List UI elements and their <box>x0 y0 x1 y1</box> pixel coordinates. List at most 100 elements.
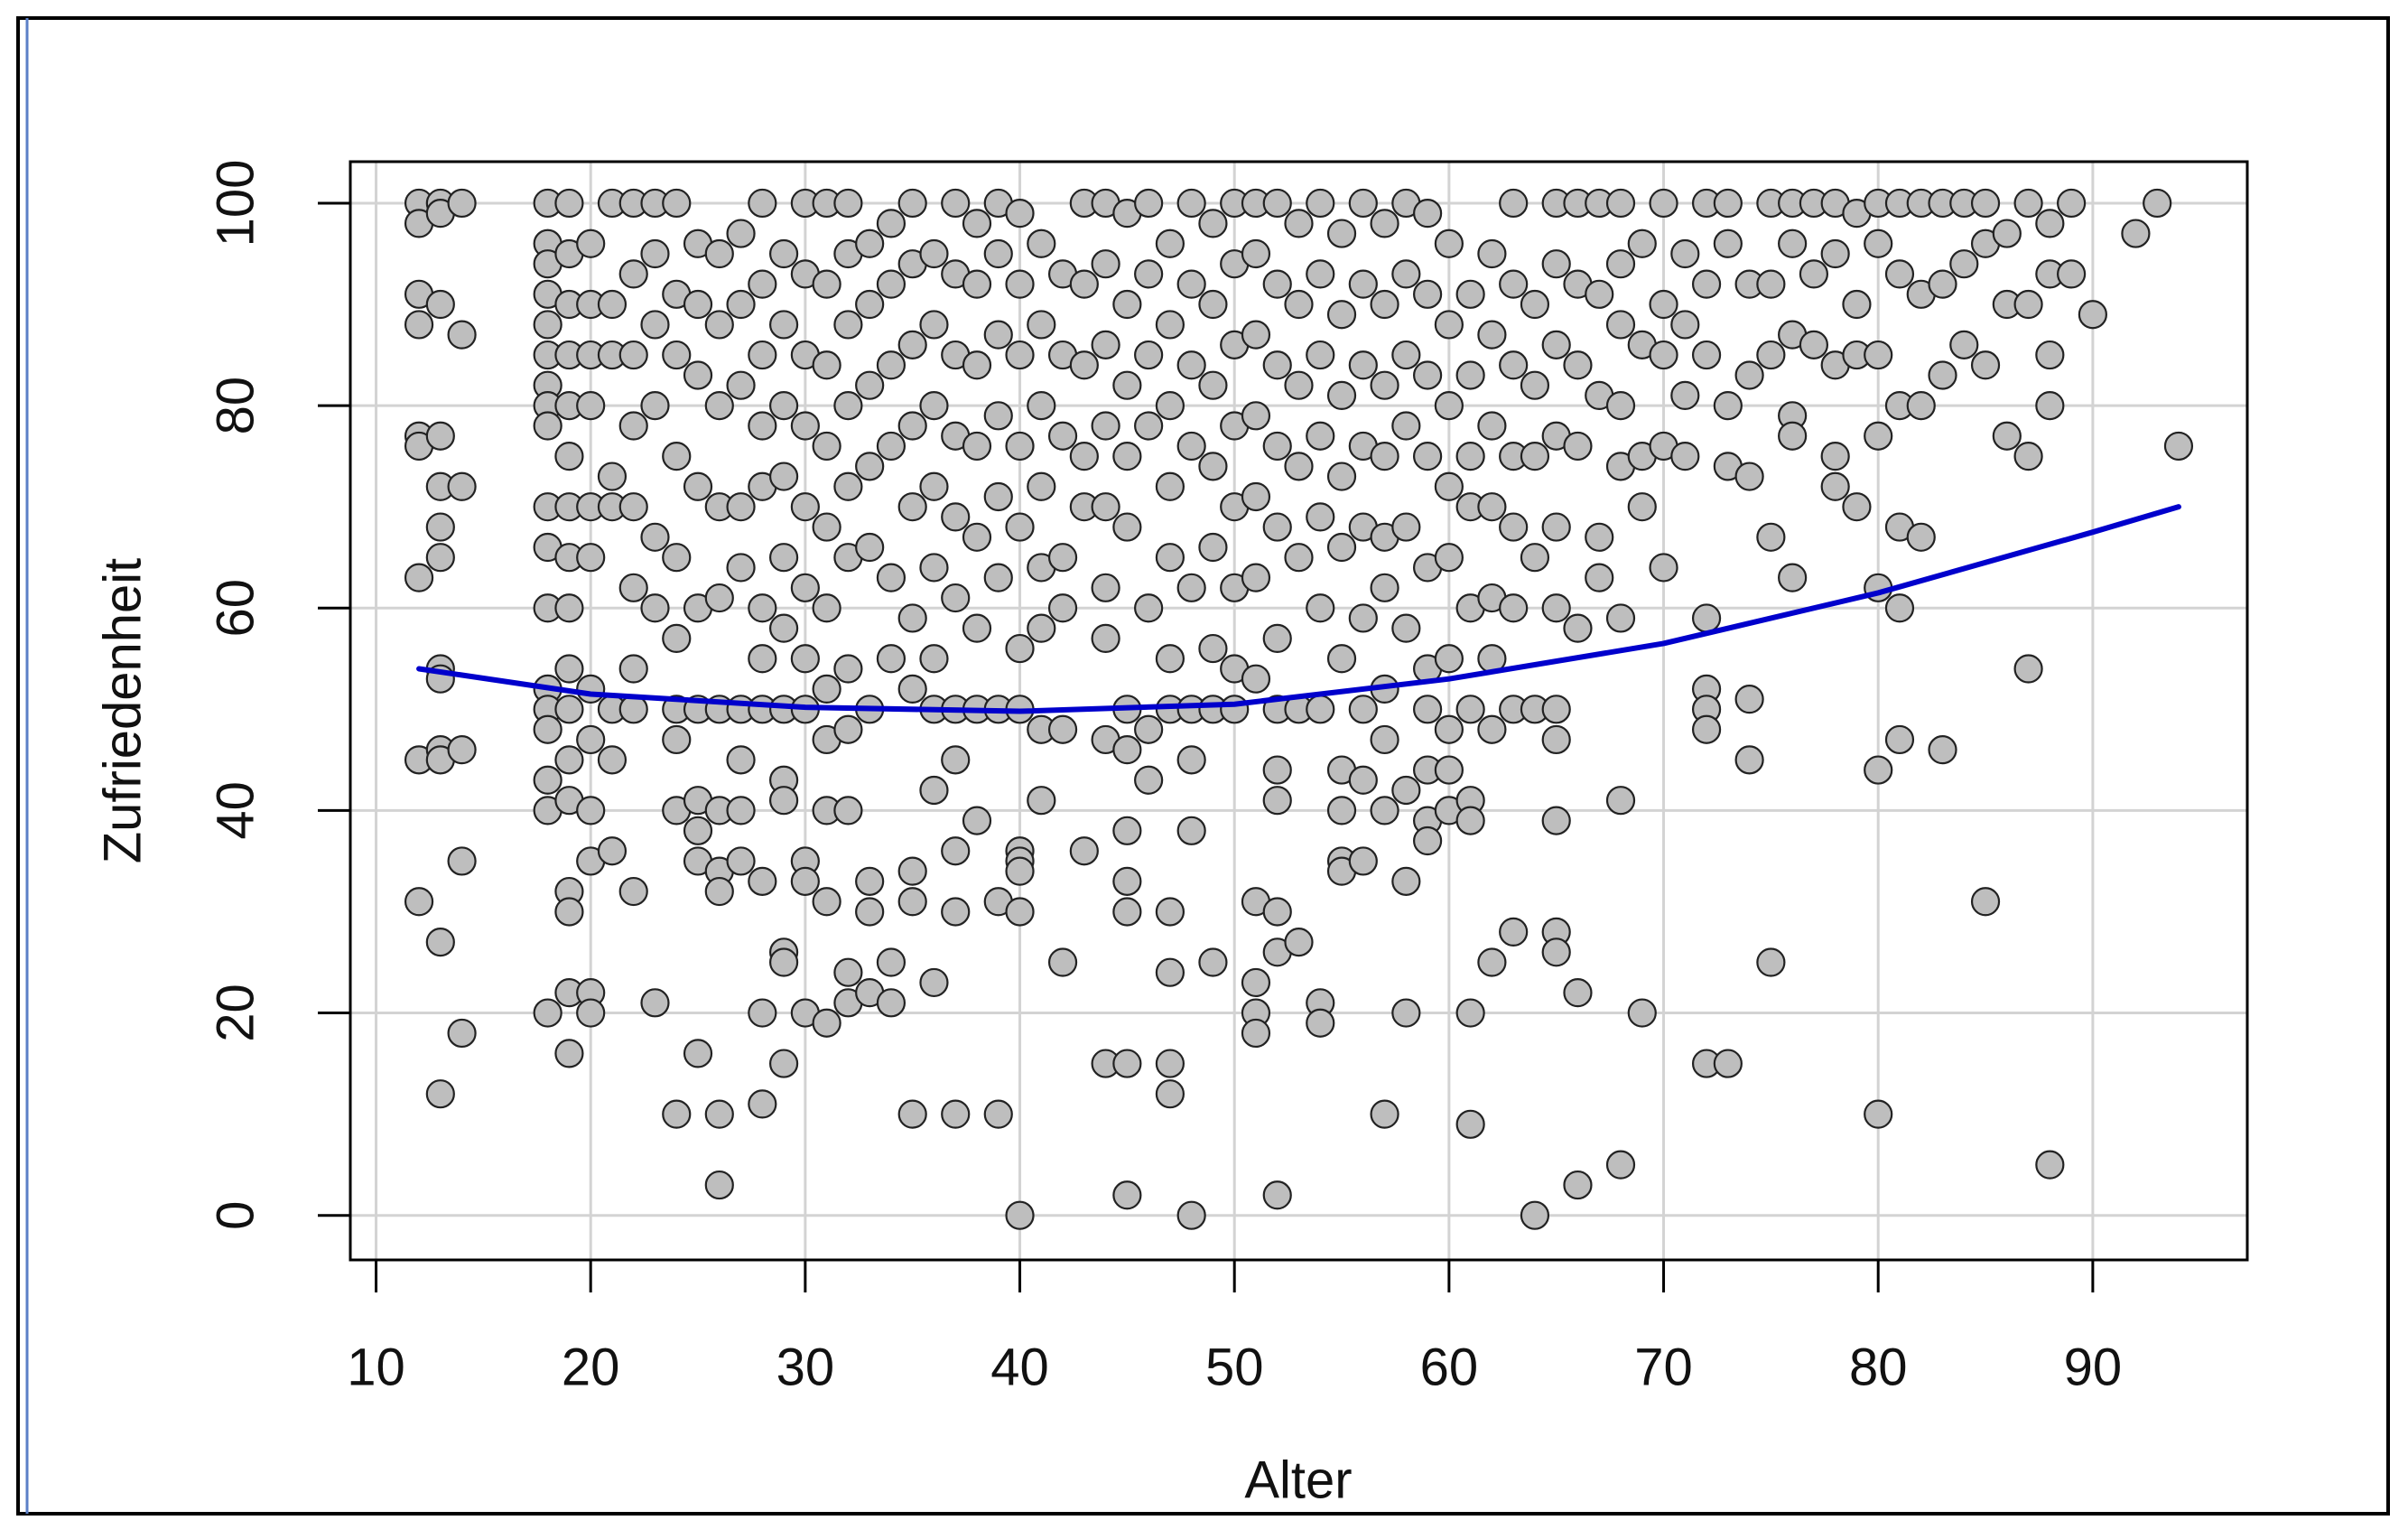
point <box>876 269 906 299</box>
point <box>962 613 992 643</box>
point <box>1176 1200 1206 1230</box>
point <box>1434 644 1464 674</box>
point <box>640 522 670 552</box>
x-tick-label: 90 <box>2064 1338 2123 1396</box>
point <box>1306 259 1335 289</box>
point <box>704 310 734 340</box>
point <box>1864 755 1893 785</box>
point <box>1455 998 1485 1028</box>
point <box>919 471 949 501</box>
point <box>1499 512 1529 542</box>
point <box>962 431 992 462</box>
point <box>833 390 863 421</box>
point <box>1069 269 1099 299</box>
point <box>1541 330 1571 359</box>
point <box>704 1099 734 1129</box>
point <box>1756 522 1786 552</box>
point <box>833 471 863 501</box>
point <box>1778 421 1808 451</box>
point <box>683 816 713 845</box>
point <box>726 846 756 876</box>
point <box>1413 360 1443 390</box>
point <box>1134 593 1164 623</box>
point <box>1220 695 1250 724</box>
point <box>1499 593 1529 623</box>
point <box>1134 259 1164 289</box>
point <box>1605 786 1636 816</box>
lines <box>416 504 2181 714</box>
point <box>683 289 713 320</box>
point <box>1005 340 1035 370</box>
point <box>425 421 455 451</box>
point <box>1326 796 1357 825</box>
point <box>1005 856 1035 886</box>
point <box>2035 209 2065 238</box>
point <box>1326 380 1357 410</box>
point <box>1799 259 1829 289</box>
x-tick-label: 60 <box>1420 1338 1479 1396</box>
point <box>1541 806 1571 835</box>
point <box>897 887 927 917</box>
point <box>1970 887 2001 917</box>
point <box>1563 431 1593 462</box>
point <box>1198 209 1228 238</box>
point <box>1241 1018 1271 1049</box>
point <box>662 442 692 471</box>
point <box>768 310 799 340</box>
point <box>1778 229 1808 258</box>
point <box>983 320 1013 350</box>
point <box>1691 603 1722 633</box>
point <box>1198 532 1228 563</box>
point <box>2013 654 2043 684</box>
point <box>726 219 756 248</box>
point <box>1627 492 1657 522</box>
point <box>597 462 628 491</box>
point <box>1198 289 1228 320</box>
x-tick-label: 30 <box>776 1338 835 1396</box>
point <box>1605 1150 1636 1180</box>
point <box>704 583 734 613</box>
point <box>1326 219 1357 248</box>
point <box>726 745 756 775</box>
point <box>1864 229 1893 258</box>
point <box>1477 492 1507 522</box>
y-tick-label: 0 <box>206 1201 265 1230</box>
point <box>768 238 799 269</box>
point <box>447 471 477 501</box>
point <box>704 876 734 907</box>
point <box>855 452 885 481</box>
point <box>618 573 648 602</box>
point <box>1605 390 1636 421</box>
point <box>1370 442 1399 471</box>
point <box>897 603 927 633</box>
point <box>1027 229 1056 258</box>
point <box>768 543 799 573</box>
point <box>1691 269 1722 299</box>
point <box>1713 1049 1743 1078</box>
point <box>447 1018 477 1049</box>
point <box>1820 238 1850 269</box>
point <box>897 492 927 522</box>
point <box>1585 279 1614 309</box>
point <box>1241 320 1271 350</box>
point <box>1005 512 1035 542</box>
point <box>941 745 971 775</box>
point <box>897 188 927 219</box>
point <box>876 431 906 462</box>
point <box>1241 967 1271 998</box>
point <box>748 1089 777 1119</box>
point <box>1370 209 1399 238</box>
point <box>919 390 949 421</box>
point <box>855 532 885 563</box>
point <box>1370 370 1399 400</box>
point <box>1155 1079 1185 1109</box>
point <box>533 310 562 340</box>
point <box>1477 714 1507 744</box>
point <box>1134 340 1164 370</box>
point <box>597 745 628 775</box>
point <box>1005 1200 1035 1230</box>
point <box>1047 593 1078 623</box>
point <box>1928 360 1957 390</box>
point <box>941 836 971 866</box>
